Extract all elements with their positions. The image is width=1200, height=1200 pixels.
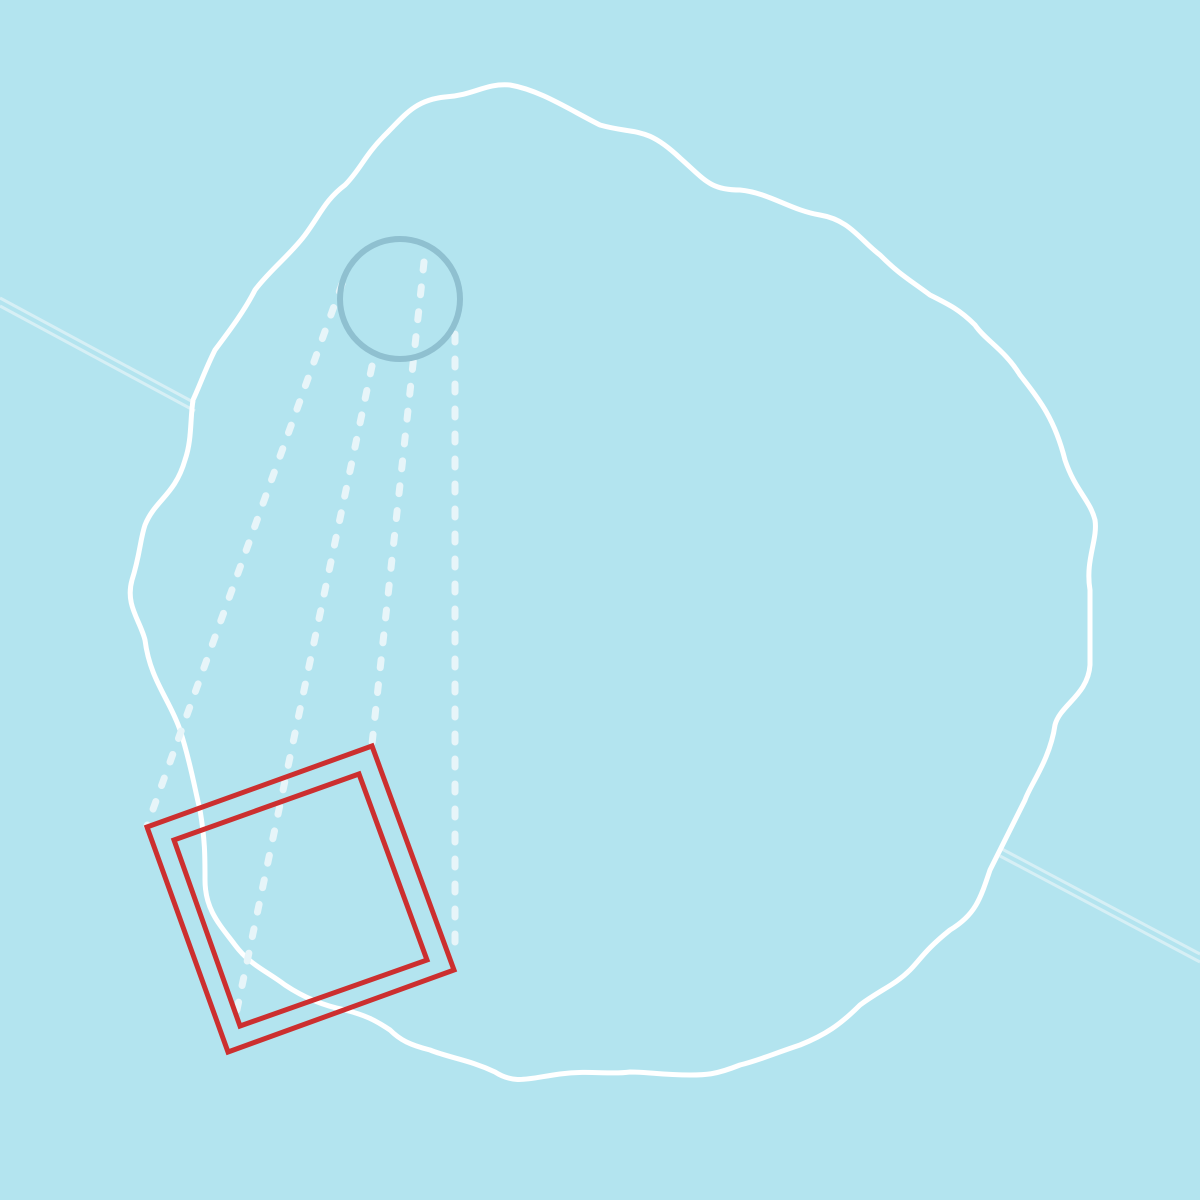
origin-circle-marker	[337, 236, 463, 362]
projection-line-3	[368, 258, 428, 748]
projection-line-2	[230, 362, 376, 1028]
road-segment-left-b	[0, 304, 196, 413]
dashed-projection-lines	[143, 258, 459, 1028]
projection-line-1	[143, 280, 346, 830]
irregular-boundary-outline	[127, 82, 1098, 1082]
rotated-frame-inner	[170, 770, 431, 1030]
road-segment-right-b	[999, 854, 1200, 964]
diagonal-road-line	[0, 296, 1200, 964]
road-segment-left-a	[0, 296, 196, 405]
road-segment-right-a	[999, 846, 1200, 956]
rotated-frame-outer	[143, 742, 458, 1056]
